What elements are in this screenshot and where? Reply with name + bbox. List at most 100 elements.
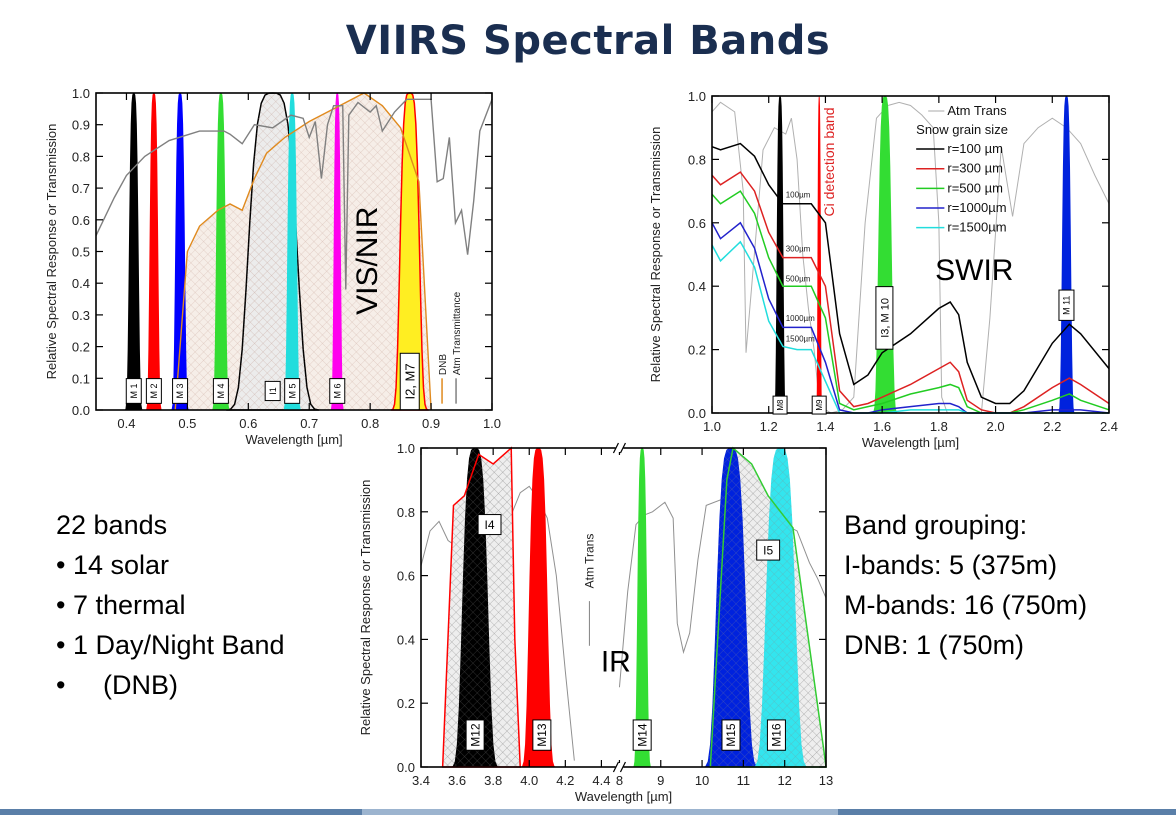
band-shape (124, 93, 143, 410)
band-shape (872, 96, 898, 413)
grouping-line: DNB: 1 (750m) (844, 630, 1025, 660)
y-tick-label: 0.8 (688, 152, 706, 167)
chart-legend: Atm Trans Snow grain size r=100 µm r=300 µm… (916, 103, 1008, 235)
band-shape (145, 93, 163, 410)
y-tick-label: 0.4 (72, 276, 90, 291)
y-tick-label: 0.4 (688, 279, 706, 294)
y-axis-label: Relative Spectral Response or Transmissi… (44, 124, 59, 380)
svg-text:M 2: M 2 (149, 383, 159, 398)
svg-text:r=1500µm: r=1500µm (947, 220, 1006, 235)
svg-text:I2, M7: I2, M7 (402, 363, 417, 399)
y-tick-label: 0.2 (72, 340, 90, 355)
svg-text:r=300 µm: r=300 µm (947, 161, 1003, 176)
band-label: M14 (632, 719, 652, 751)
band-shape (815, 96, 823, 413)
x-tick-label: 8 (616, 773, 623, 788)
curve-label: 1000µm (786, 314, 815, 323)
x-tick-label: 1.0 (483, 416, 501, 431)
x-axis-label: Wavelength [µm] (575, 789, 672, 804)
band-label: M 2 (145, 378, 162, 404)
x-tick-label: 12 (777, 773, 791, 788)
band-label: M8 (772, 395, 788, 415)
x-tick-label: 4.4 (592, 773, 610, 788)
band-shape (773, 96, 787, 413)
band-label: I1 (264, 380, 281, 402)
svg-text:M 6: M 6 (332, 383, 342, 398)
grouping-line: Band grouping: (844, 510, 1028, 540)
footer-bar-right (838, 809, 1176, 815)
svg-text:r=1000µm: r=1000µm (947, 200, 1006, 215)
svg-text:M14: M14 (635, 723, 649, 747)
chart-legend: DNB Atm Transmittance (438, 291, 463, 404)
x-tick-label: 2.0 (987, 419, 1005, 434)
chart-ir: 0.0 0.2 0.4 0.6 0.8 1.0 3.4 3.6 3.8 4.0 4.2 4.4 8 9 10… (350, 438, 850, 815)
x-tick-label: 4.2 (556, 773, 574, 788)
svg-text:M 1: M 1 (129, 383, 139, 398)
svg-text:M 5: M 5 (287, 383, 297, 398)
svg-text:Atm Trans: Atm Trans (582, 534, 596, 589)
svg-text:I3, M 10: I3, M 10 (879, 298, 891, 338)
page-title: VIIRS Spectral Bands (345, 18, 831, 64)
curve-label: 100µm (786, 190, 811, 199)
svg-text:I4: I4 (485, 518, 495, 532)
band-shape (283, 93, 302, 410)
x-tick-label: 9 (657, 773, 664, 788)
curve-label: 500µm (786, 274, 811, 283)
band-label: M 11 (1058, 289, 1075, 321)
svg-text:r=100 µm: r=100 µm (947, 141, 1003, 156)
svg-text:M9: M9 (815, 399, 824, 411)
band-label: M16 (766, 719, 786, 751)
y-tick-label: 0.0 (397, 760, 415, 775)
band-grouping-list: Band grouping: I-bands: 5 (375m) M-bands… (844, 505, 1087, 665)
x-tick-label: 1.2 (760, 419, 778, 434)
svg-text:Snow grain size: Snow grain size (916, 122, 1008, 137)
summary-line: • 7 thermal (56, 590, 186, 620)
svg-text:M15: M15 (724, 723, 738, 747)
y-tick-label: 1.0 (688, 89, 706, 104)
band-shape (520, 448, 556, 767)
x-tick-label: 13 (819, 773, 833, 788)
x-tick-label: 3.8 (484, 773, 502, 788)
y-tick-label: 0.8 (72, 149, 90, 164)
band-label: M9 (811, 395, 827, 415)
band-label: M 5 (284, 378, 301, 404)
snow-curve (711, 240, 1109, 414)
svg-text:DNB: DNB (438, 354, 449, 375)
summary-line: 22 bands (56, 510, 168, 540)
svg-text:Atm Transmittance: Atm Transmittance (452, 291, 463, 375)
x-tick-label: 3.4 (412, 773, 430, 788)
x-tick-label: 10 (695, 773, 709, 788)
band-label: M 3 (172, 378, 189, 404)
y-tick-label: 0.1 (72, 371, 90, 386)
y-tick-label: 0.4 (397, 632, 415, 647)
band-shape (170, 93, 190, 410)
x-tick-label: 1.4 (816, 419, 834, 434)
band-shape (330, 93, 345, 410)
summary-line: • 14 solar (56, 550, 170, 580)
y-tick-label: 0.6 (688, 216, 706, 231)
band-shape (632, 448, 652, 767)
y-tick-label: 0.9 (72, 118, 90, 133)
x-tick-label: 2.2 (1043, 419, 1061, 434)
y-tick-label: 0.0 (72, 403, 90, 418)
svg-text:Atm Trans: Atm Trans (947, 103, 1007, 118)
x-tick-label: 0.6 (239, 416, 257, 431)
atm-trans-line (711, 101, 1110, 414)
y-tick-label: 0.2 (397, 696, 415, 711)
svg-text:M 11: M 11 (1062, 296, 1072, 315)
x-tick-label: 0.9 (422, 416, 440, 431)
x-tick-label: 1.0 (703, 419, 721, 434)
svg-text:M 3: M 3 (175, 383, 185, 398)
x-tick-label: 4.0 (520, 773, 538, 788)
y-tick-label: 0.5 (72, 245, 90, 260)
band-label: M 6 (329, 378, 346, 404)
footer-bar-left (0, 809, 362, 815)
grouping-line: M-bands: 16 (750m) (844, 590, 1088, 620)
series-line (95, 98, 493, 290)
y-tick-label: 0.7 (72, 181, 90, 196)
band-label: M15 (721, 719, 741, 751)
y-axis-label: Relative Spectral Response or Transmissi… (358, 480, 373, 736)
band-label: I3, M 10 (875, 286, 894, 350)
x-tick-label: 1.6 (873, 419, 891, 434)
region-label: SWIR (935, 254, 1013, 287)
